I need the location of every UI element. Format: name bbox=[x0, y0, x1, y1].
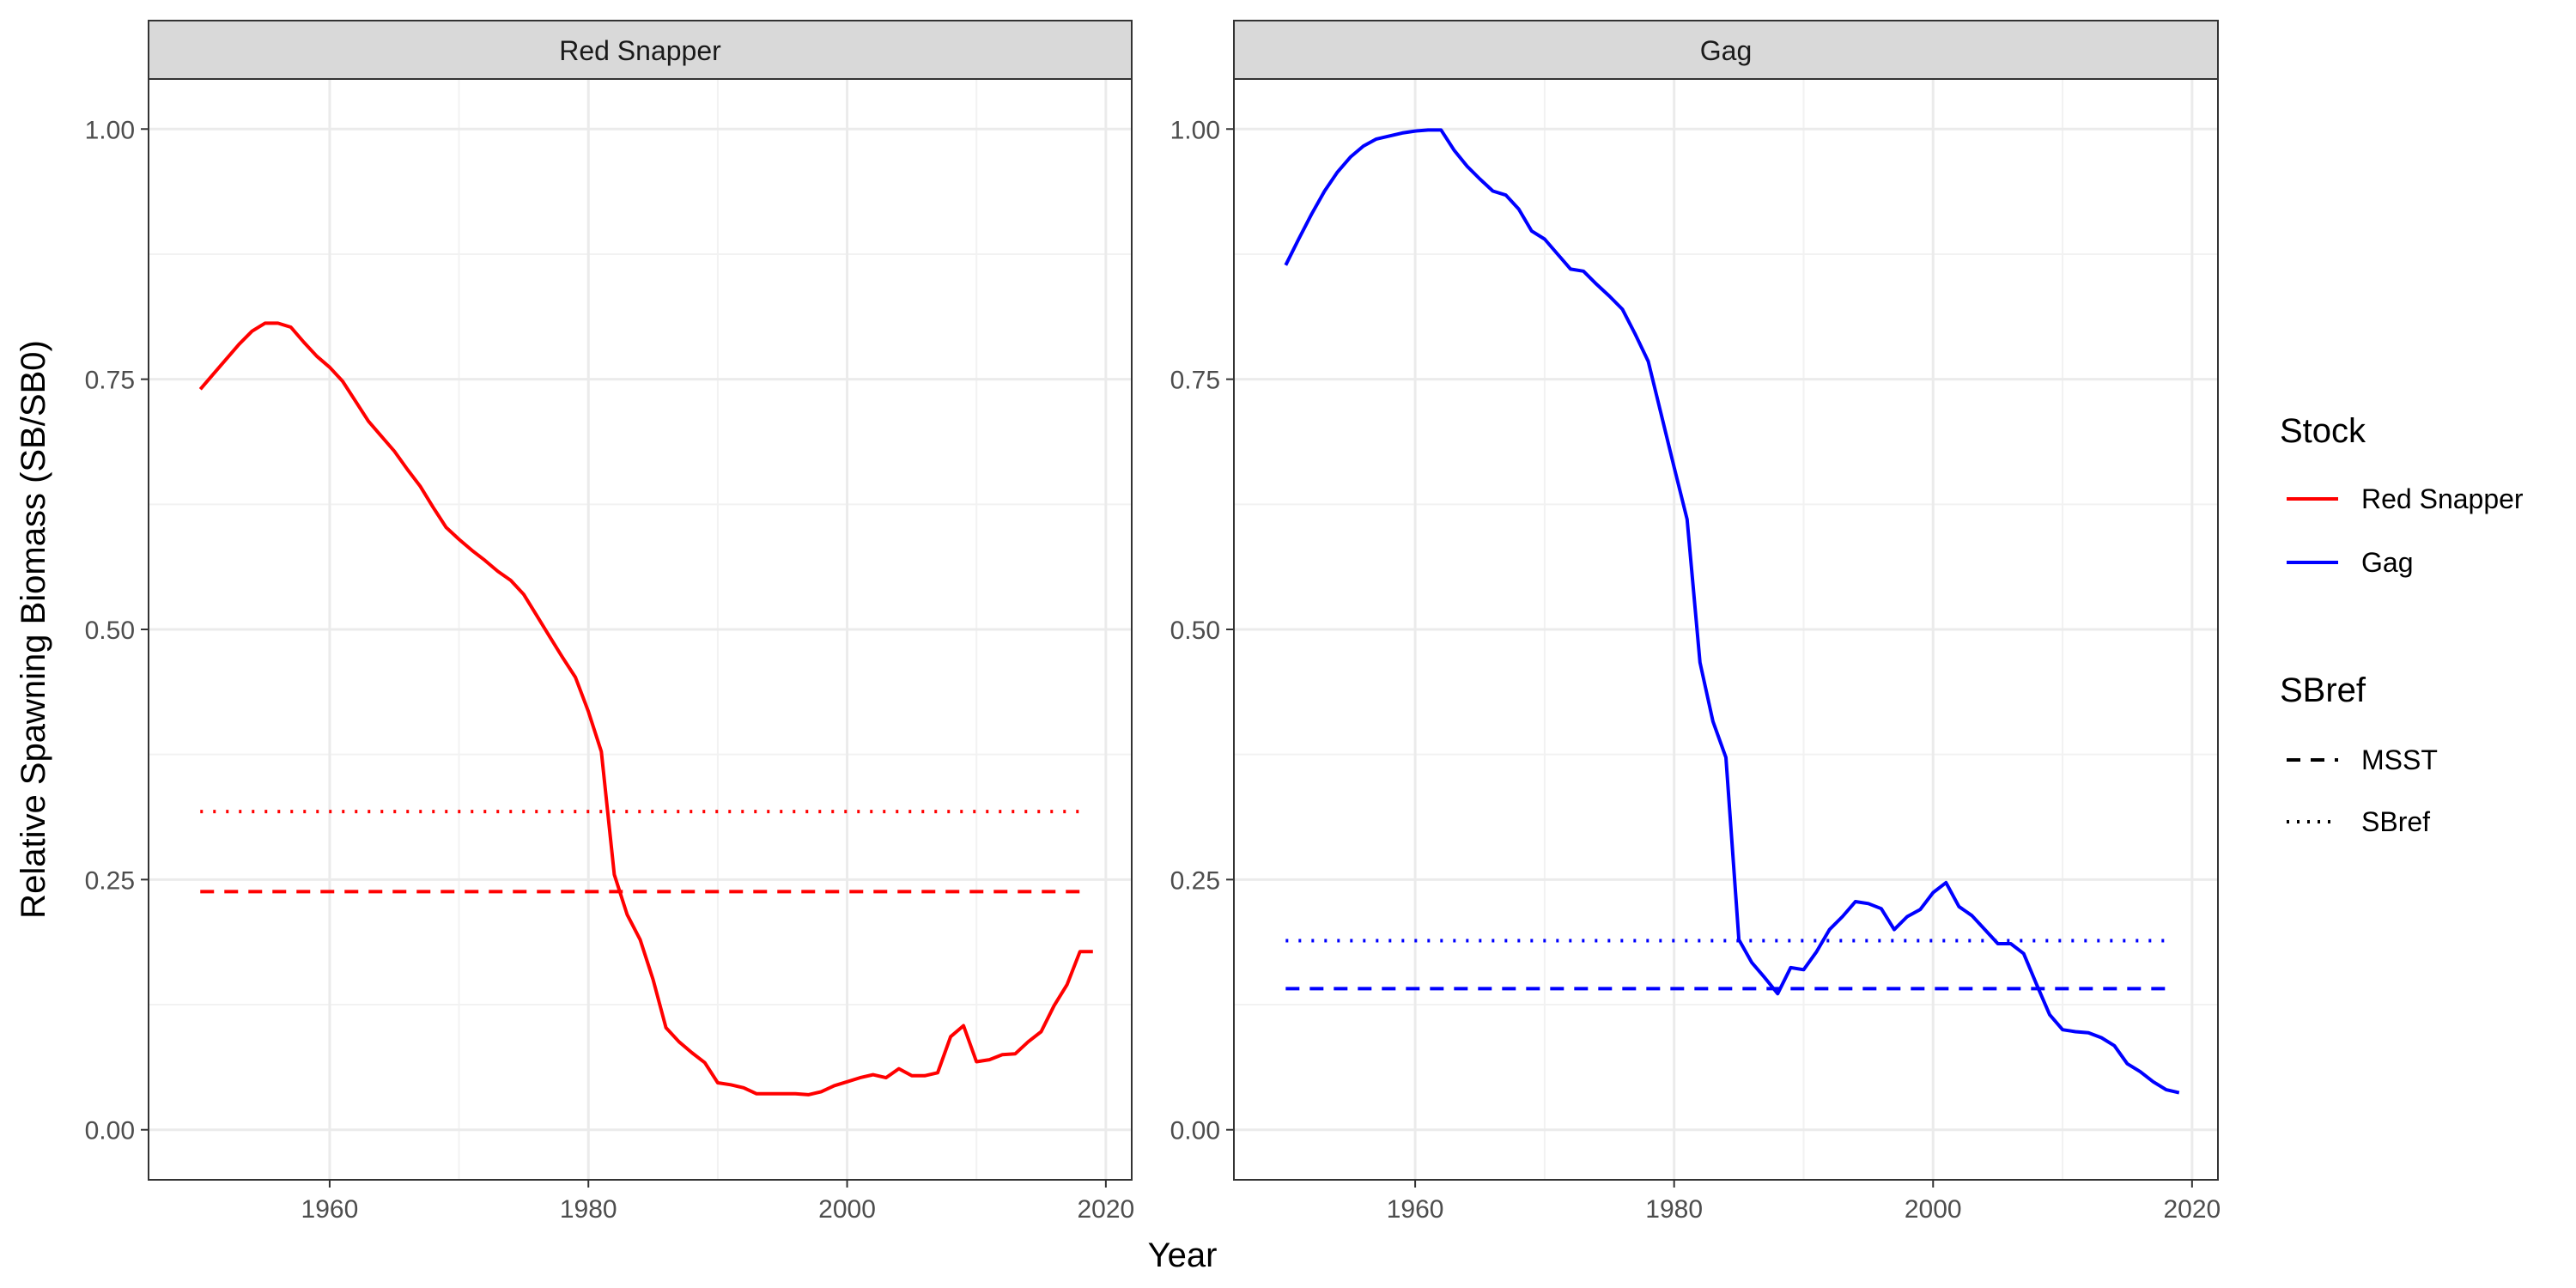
x-tick-label: 2020 bbox=[1077, 1195, 1134, 1224]
x-axis-ticks-red-snapper: 1960 1980 2000 2020 bbox=[301, 1180, 1134, 1224]
x-tick-label: 1980 bbox=[1645, 1195, 1703, 1224]
strip-label-red-snapper: Red Snapper bbox=[559, 35, 721, 66]
y-axis-title: Relative Spawning Biomass (SB/SB0) bbox=[15, 340, 52, 919]
x-axis-ticks-gag: 1960 1980 2000 2020 bbox=[1387, 1180, 2221, 1224]
panel-red-snapper: Red Snapper 0.00 0.25 0.50 0.75 1.00 1960 198… bbox=[85, 20, 1134, 1224]
x-tick-label: 2000 bbox=[1905, 1195, 1962, 1224]
x-axis-title: Year bbox=[1148, 1236, 1218, 1274]
legend-title-stock: Stock bbox=[2280, 412, 2366, 450]
series-gag bbox=[1284, 128, 2180, 1095]
y-axis-ticks-red-snapper: 0.00 0.25 0.50 0.75 1.00 bbox=[85, 116, 149, 1145]
x-tick-label: 2000 bbox=[818, 1195, 876, 1224]
y-tick-label: 0.75 bbox=[85, 367, 135, 395]
y-tick-label: 0.25 bbox=[85, 866, 135, 895]
reference-lines-gag bbox=[1285, 939, 2173, 991]
y-tick-label: 0.50 bbox=[85, 617, 135, 645]
y-tick-label: 0.75 bbox=[1170, 367, 1220, 395]
grid-red-snapper bbox=[149, 79, 1132, 1180]
legend-label-sbref: SBref bbox=[2361, 806, 2430, 837]
y-tick-label: 0.25 bbox=[1170, 866, 1220, 895]
y-axis-ticks-gag: 0.00 0.25 0.50 0.75 1.00 bbox=[1170, 116, 1234, 1145]
y-tick-label: 0.00 bbox=[1170, 1117, 1220, 1145]
x-tick-label: 1980 bbox=[560, 1195, 617, 1224]
y-tick-label: 1.00 bbox=[85, 116, 135, 144]
legend-label-gag: Gag bbox=[2361, 547, 2413, 578]
series-line-gag bbox=[1284, 128, 2180, 1095]
y-tick-label: 1.00 bbox=[1170, 116, 1220, 144]
series-line-red-snapper bbox=[198, 321, 1093, 1097]
strip-gag bbox=[1233, 20, 2219, 80]
legend-label-msst: MSST bbox=[2361, 744, 2438, 775]
legend-label-red-snapper: Red Snapper bbox=[2361, 483, 2524, 514]
legend: Stock Red Snapper Gag SBref MSST SBref bbox=[2280, 412, 2524, 837]
strip-red-snapper bbox=[148, 20, 1133, 80]
strip-label-gag: Gag bbox=[1700, 35, 1752, 66]
panel-gag: Gag 0.00 0.25 0.50 0.75 1.00 1960 1980 2000 202… bbox=[1170, 20, 2221, 1224]
y-tick-label: 0.00 bbox=[85, 1117, 135, 1145]
reference-lines-red-snapper bbox=[200, 810, 1087, 894]
x-tick-label: 1960 bbox=[301, 1195, 359, 1224]
x-tick-label: 1960 bbox=[1387, 1195, 1444, 1224]
legend-title-sbref: SBref bbox=[2280, 671, 2366, 709]
y-tick-label: 0.50 bbox=[1170, 617, 1220, 645]
grid-gag bbox=[1234, 79, 2218, 1180]
series-red-snapper bbox=[198, 321, 1093, 1097]
x-tick-label: 2020 bbox=[2163, 1195, 2221, 1224]
